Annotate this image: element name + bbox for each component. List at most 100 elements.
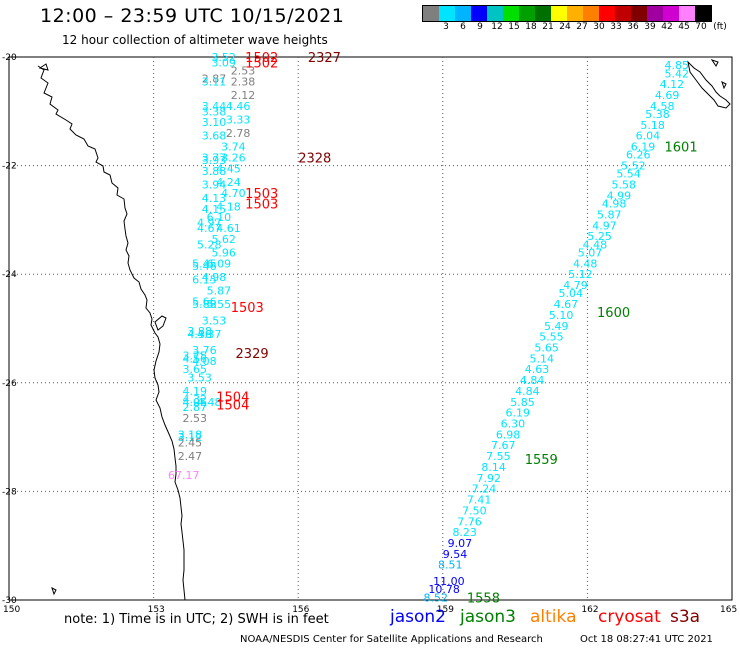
wave-height-value: 7.67 (491, 439, 516, 452)
wave-height-value: 3.74 (221, 141, 246, 154)
wave-height-value: 3.09 (211, 56, 236, 69)
wave-height-value: 5.14 (530, 352, 555, 365)
wave-height-value: 5.12 (568, 268, 593, 281)
legend-swatch (439, 6, 455, 21)
wave-height-value: 3.11 (202, 75, 227, 88)
legend-swatch (567, 6, 583, 21)
wave-height-value: 4.15 (202, 203, 227, 216)
legend-tick-label: 18 (525, 22, 537, 32)
wave-height-value: 4.98 (202, 271, 227, 284)
wave-height-value: 2.53 (183, 412, 208, 425)
satellite-label-altika: altika (530, 607, 577, 627)
legend-swatch (535, 6, 551, 21)
wave-height-value: 8.23 (452, 526, 477, 539)
wave-height-value: 4.36 (187, 328, 212, 341)
track-time-label: 1502 (245, 56, 278, 71)
wave-height-value: 4.12 (660, 78, 685, 91)
wave-height-value: 4.61 (216, 222, 241, 235)
satellite-label-jason3: jason3 (460, 607, 516, 627)
wave-height-value: 3.68 (202, 130, 227, 143)
wave-height-value: 4.99 (607, 189, 632, 202)
legend-swatch (423, 6, 439, 21)
wave-height-value: 7.41 (467, 494, 492, 507)
wave-height-value: 3.77 (202, 151, 227, 164)
wave-height-value: 5.38 (645, 108, 670, 121)
wave-height-value: 7.92 (477, 472, 502, 485)
latitude-label: -28 (2, 487, 17, 497)
wave-height-value: 5.85 (510, 396, 535, 409)
wave-height-value: 6.10 (207, 211, 232, 224)
wave-height-value: 3.88 (187, 325, 212, 338)
island-coastline (721, 81, 727, 90)
wave-height-value: 4.37 (197, 328, 222, 341)
wave-height-value: 2.87 (183, 401, 208, 414)
wave-height-value: 3.18 (178, 428, 203, 441)
wave-height-value: 7.55 (486, 450, 511, 463)
map-grid (9, 57, 732, 600)
latitude-label: -26 (2, 379, 17, 389)
wave-height-value: 67.17 (168, 469, 200, 482)
longitude-label: 153 (148, 605, 165, 615)
wave-height-value: 4.45 (216, 162, 241, 175)
legend-swatch (487, 6, 503, 21)
wave-height-value: 4.69 (655, 89, 680, 102)
wave-height-value: 9.54 (443, 548, 468, 561)
wave-height-value: 2.12 (231, 89, 256, 102)
wave-height-value: 4.08 (192, 355, 217, 368)
wave-height-value: 4.67 (554, 298, 579, 311)
wave-height-value: 5.65 (534, 342, 559, 355)
wave-height-value: 4.32 (183, 393, 208, 406)
wave-height-value: 5.87 (207, 284, 232, 297)
wave-height-value: 2.53 (231, 65, 256, 78)
wave-height-value: 4.06 (183, 396, 208, 409)
wave-height-value: 6.09 (207, 257, 232, 270)
color-scale-labels: 3 6 9 12 15 18 21 24 27 30 33 36 39 42 45 70 (ft) (422, 22, 732, 34)
satellite-label-jason2: jason2 (390, 607, 446, 627)
wave-height-value: 4.46 (226, 100, 251, 113)
legend-swatch (695, 6, 711, 21)
wave-height-value: 8.52 (424, 591, 449, 604)
track-time-label: 1503 (245, 198, 278, 213)
wave-height-value: 3.94 (202, 179, 227, 192)
legend-swatch (471, 6, 487, 21)
wave-height-value: 3.26 (221, 151, 246, 164)
wave-height-value: 4.56 (183, 352, 208, 365)
wave-height-value: 5.28 (197, 238, 222, 251)
coastline (37, 59, 731, 601)
wave-height-value: 4.79 (563, 279, 588, 292)
wave-height-value: 6.19 (505, 407, 529, 420)
wave-height-value: 5.55 (207, 298, 232, 311)
wave-height-value: 3.93 (202, 154, 227, 167)
wave-height-value: 2.47 (178, 450, 203, 463)
track-time-label: 1601 (665, 141, 698, 156)
wave-height-value: 5.54 (616, 168, 641, 181)
track-time-label: 2327 (308, 51, 341, 66)
track-time-label: 1504 (216, 399, 249, 414)
wave-height-value: 6.04 (636, 130, 661, 143)
wave-height-value: 5.04 (558, 287, 583, 300)
track-time-label: 1504 (216, 390, 249, 405)
wave-height-value: 4.18 (216, 200, 241, 213)
legend-tick-label: 70 (695, 22, 707, 32)
wave-height-value: 4.85 (665, 59, 690, 72)
wave-height-value: 7.50 (462, 504, 487, 517)
legend-tick-label: 36 (627, 22, 639, 32)
wave-height-value: 6.26 (626, 149, 651, 162)
latitude-label: -22 (2, 162, 17, 172)
legend-tick-label: 39 (644, 22, 656, 32)
track-time-label: 1600 (597, 306, 630, 321)
wave-height-value: 4.24 (216, 176, 241, 189)
credit-text: NOAA/NESDIS Center for Satellite Applica… (240, 634, 543, 645)
color-scale-legend (422, 5, 712, 22)
wave-height-value: 5.87 (597, 208, 622, 221)
wave-height-value: 5.58 (612, 179, 637, 192)
legend-tick-label: 42 (661, 22, 673, 32)
wave-height-value: 5.88 (192, 298, 217, 311)
wave-height-value: 4.48 (197, 396, 222, 409)
wave-height-value: 3.53 (202, 314, 227, 327)
wave-height-value: 6.15 (192, 274, 217, 287)
legend-tick-label: 27 (576, 22, 588, 32)
wave-height-value: 5.46 (192, 260, 217, 273)
